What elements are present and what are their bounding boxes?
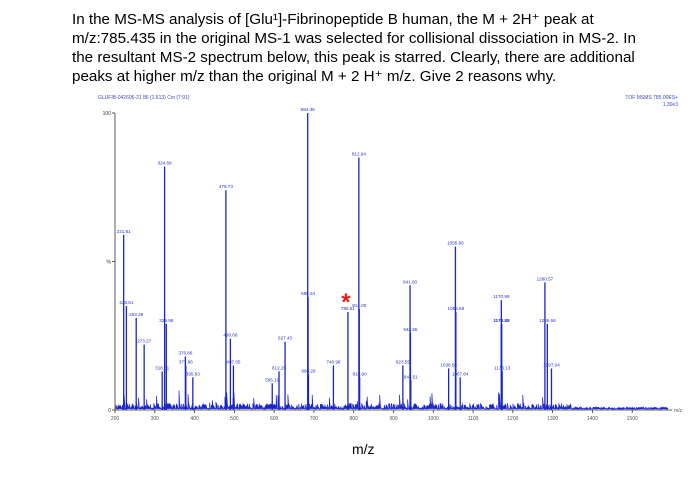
peak-label-497.65: 497.65 <box>226 359 240 364</box>
peak-label-1170.99: 1170.99 <box>493 294 510 299</box>
peak-label-814.90: 814.90 <box>353 371 367 376</box>
x-tick-label: 300 <box>151 416 160 422</box>
peak-label-377.96: 377.96 <box>179 359 193 364</box>
peak-label-748.98: 748.98 <box>326 359 340 364</box>
y-tick-label: 100 <box>103 111 112 117</box>
peak-label-221.81: 221.81 <box>117 229 131 234</box>
peak-label-595.19: 595.19 <box>265 377 279 382</box>
x-tick-label: 200 <box>111 416 120 422</box>
x-tick-label: 700 <box>310 416 319 422</box>
peak-label-627.43: 627.43 <box>278 336 292 341</box>
x-tick-label: 1300 <box>547 416 558 422</box>
peak-label-684.36: 684.36 <box>301 107 315 112</box>
question-line-3: the resultant MS-2 spectrum below, this … <box>72 49 635 66</box>
x-tick-label: 1500 <box>627 416 638 422</box>
peak-label-329.96: 329.96 <box>159 318 173 323</box>
y-tick-label: 0 <box>108 408 111 414</box>
baseline-noise <box>115 390 669 411</box>
peak-label-943.51: 943.51 <box>404 374 418 379</box>
peak-label-318.61: 318.61 <box>155 365 169 370</box>
peak-label-1280.57: 1280.57 <box>537 276 554 281</box>
question-text: In the MS-MS analysis of [Glu¹]-Fibrinop… <box>72 10 672 86</box>
spectrum-header-right-2: 1.30e3 <box>663 102 679 108</box>
x-tick-label: 500 <box>230 416 239 422</box>
peak-label-1172.02: 1172.02 <box>494 318 511 323</box>
y-tick-label: % <box>107 260 112 266</box>
peak-label-1056.69: 1056.69 <box>448 306 465 311</box>
peak-label-253.28: 253.28 <box>129 312 143 317</box>
peak-label-478.73: 478.73 <box>219 184 233 189</box>
peak-labels-group: 221.81 228.61 253.28 273.27 318.61 324.69 329.… <box>117 107 561 382</box>
peak-label-1286.66: 1286.66 <box>539 318 556 323</box>
x-tick-label: 1000 <box>428 416 439 422</box>
peak-label-686.29: 686.29 <box>301 368 315 373</box>
peak-label-273.27: 273.27 <box>137 339 151 344</box>
peak-label-942.55: 942.55 <box>403 327 417 332</box>
x-tick-label: 900 <box>389 416 398 422</box>
peak-label-1038.58: 1038.58 <box>440 362 457 367</box>
question-line-1: In the MS-MS analysis of [Glu¹]-Fibrinop… <box>72 11 594 28</box>
spectrum-header-right-1: TOF MSMS 785.00ES+ <box>625 95 678 101</box>
peak-label-812.94: 812.94 <box>352 152 366 157</box>
peak-label-814.00: 814.00 <box>352 303 366 308</box>
peak-label-923.55: 923.55 <box>396 359 410 364</box>
peak-label-376.86: 376.86 <box>178 351 192 356</box>
x-tick-label: 600 <box>270 416 279 422</box>
x-tick-label: 800 <box>350 416 359 422</box>
x-tick-label: 400 <box>190 416 199 422</box>
peak-label-785.51: 785.51 <box>341 306 355 311</box>
peak-label-1170.98: 1170.98 <box>493 318 510 323</box>
y-axis: 0% 100 <box>103 111 116 414</box>
peak-label-612.25: 612.25 <box>272 365 286 370</box>
peaks-group <box>123 113 553 410</box>
x-axis-end-label: m/z <box>674 408 683 414</box>
peak-label-941.60: 941.60 <box>403 279 417 284</box>
question-line-4: peaks at higher m/z than the original M … <box>72 68 557 85</box>
peak-label-324.69: 324.69 <box>158 160 172 165</box>
x-axis: 200 300 400 500 600 700 800 900 1000 1100 1200 1300… <box>111 408 683 422</box>
peak-label-395.63: 395.63 <box>186 371 200 376</box>
x-tick-label: 1100 <box>468 416 479 422</box>
peak-label-1055.66: 1055.66 <box>447 241 464 246</box>
peak-label-1173.13: 1173.13 <box>494 365 511 370</box>
peak-label-1297.04: 1297.04 <box>543 362 560 367</box>
question-line-2: m/z:785.435 in the original MS-1 was sel… <box>72 30 636 47</box>
peak-label-1067.64: 1067.64 <box>452 371 469 376</box>
x-tick-label: 1200 <box>507 416 518 422</box>
starred-peak-marker: * <box>341 289 351 316</box>
peak-label-490.06: 490.06 <box>223 333 237 338</box>
spectrum-header-left: GLUFIB-042606-21 86 (1.613) Cm (7:91) <box>98 95 190 101</box>
x-tick-label: 1400 <box>587 416 598 422</box>
peak-label-228.61: 228.61 <box>119 300 133 305</box>
x-axis-title: m/z <box>352 441 375 457</box>
peak-label-685.34: 685.34 <box>301 291 315 296</box>
